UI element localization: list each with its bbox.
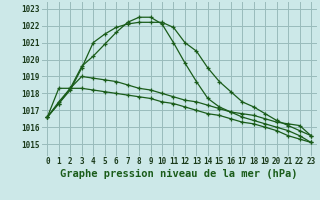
- X-axis label: Graphe pression niveau de la mer (hPa): Graphe pression niveau de la mer (hPa): [60, 169, 298, 179]
